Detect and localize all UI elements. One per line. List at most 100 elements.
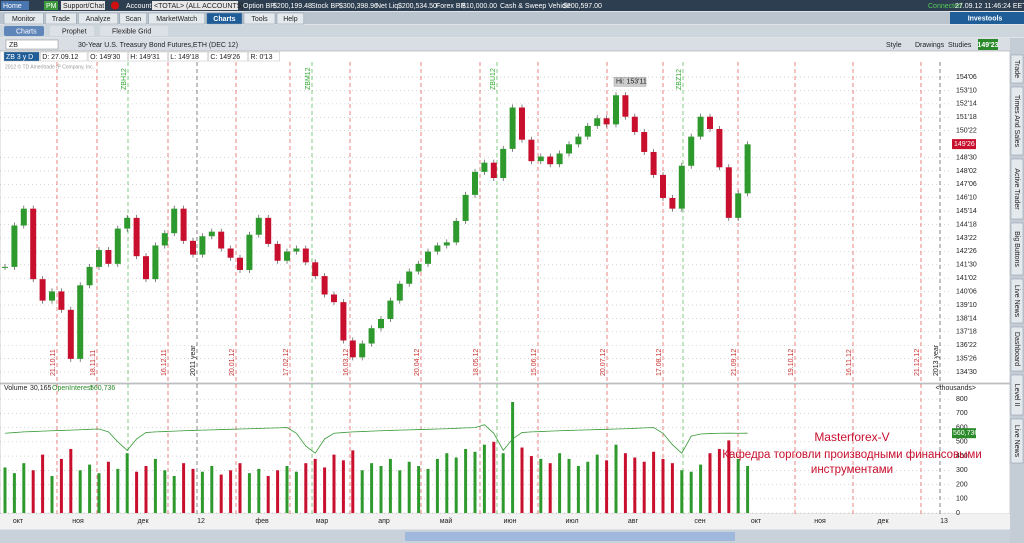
candle (406, 271, 413, 284)
candle (227, 248, 234, 258)
pm-button[interactable] (44, 1, 58, 10)
volume-bar (59, 458, 63, 513)
volume-bar (304, 463, 308, 513)
side-tab-label[interactable]: Live News (1013, 425, 1020, 458)
tab[interactable] (119, 12, 147, 25)
tab[interactable] (276, 12, 305, 25)
volume-bar (576, 466, 580, 513)
candle (368, 328, 375, 344)
tab[interactable] (206, 12, 243, 25)
candle (697, 116, 704, 137)
volume-bar (313, 458, 317, 513)
rollover-label: ZBM12 (305, 67, 312, 90)
last-box (978, 39, 998, 50)
subtab[interactable] (50, 26, 94, 36)
candle (453, 220, 460, 243)
candle (537, 156, 544, 162)
tab-label[interactable]: Help (283, 16, 298, 23)
investools-bar (950, 12, 1024, 24)
side-tab-label[interactable]: Trade (1013, 60, 1020, 78)
investools[interactable]: Investools (968, 15, 1003, 22)
account-select[interactable] (152, 1, 238, 10)
tab-label[interactable]: Scan (125, 16, 141, 23)
tab[interactable] (3, 12, 44, 25)
volume-bar (257, 468, 261, 513)
month-label: июн (503, 518, 516, 525)
volume-bar (717, 448, 721, 513)
y-tick-label: 154'06 (956, 74, 977, 81)
support-button[interactable] (61, 1, 105, 10)
side-tab-label[interactable]: Active Trader (1013, 168, 1020, 210)
top-bar-text: Home (3, 3, 22, 10)
side-tab[interactable] (1010, 374, 1024, 416)
volume-bar (680, 470, 684, 513)
tab-label[interactable]: MarketWatch (156, 16, 197, 23)
tab-label[interactable]: Tools (251, 16, 268, 23)
candle (114, 228, 121, 264)
scroll-thumb[interactable] (405, 532, 735, 541)
candle (660, 174, 666, 198)
tab[interactable] (45, 12, 77, 25)
home-button[interactable] (1, 1, 29, 10)
symbol-input[interactable] (5, 39, 59, 50)
header-button[interactable]: Style (886, 42, 902, 49)
last-price: 149'23 (977, 42, 998, 49)
tab[interactable] (148, 12, 206, 25)
side-tab-label[interactable]: Times And Sales (1013, 95, 1020, 148)
tab[interactable] (78, 12, 119, 25)
tab-label[interactable]: Charts (213, 16, 235, 23)
ohlc-text: C: 149'26 (210, 54, 240, 61)
candle (340, 302, 347, 341)
side-tab[interactable] (1010, 54, 1024, 84)
side-tab[interactable] (1010, 86, 1024, 156)
side-tab[interactable] (1010, 158, 1024, 220)
side-tab-label[interactable]: Level II (1013, 384, 1020, 407)
subtab[interactable] (100, 26, 168, 36)
side-tab-label[interactable]: Dashboard (1013, 332, 1020, 366)
y-tick-label: 138'14 (956, 315, 977, 322)
candle (67, 309, 74, 359)
candle (58, 291, 65, 310)
subtab-label[interactable]: Flexible Grid (112, 28, 151, 35)
tab-label[interactable]: Analyze (86, 16, 111, 23)
expiry-label: 18.05.12 (473, 349, 480, 376)
top-bar-text: Connected (928, 3, 962, 10)
symbol[interactable]: ZB (9, 42, 18, 49)
tab-label[interactable]: Trade (52, 16, 70, 23)
ohlc-box (248, 51, 280, 62)
tab[interactable] (243, 12, 276, 25)
side-tab-label[interactable]: Live News (1013, 285, 1020, 318)
top-bar-text: <TOTAL> (ALL ACCOUNTS) (154, 3, 244, 10)
header-button[interactable]: Drawings (915, 42, 945, 49)
side-tab[interactable] (1010, 222, 1024, 276)
side-tab[interactable] (1010, 418, 1024, 464)
header-button[interactable]: Studies (948, 42, 972, 49)
candle (96, 250, 102, 267)
rollover-label: ZBZ12 (676, 69, 683, 90)
side-tab[interactable] (1010, 278, 1024, 324)
volume-header: 560,736 (90, 385, 115, 392)
top-bar-text: Net Liq (376, 3, 398, 10)
volume-bar (153, 458, 157, 513)
last-price-marker (952, 139, 976, 150)
candle (528, 139, 535, 162)
subtab-label[interactable]: Charts (16, 28, 37, 35)
volume-bar (539, 458, 543, 513)
volume-bar (135, 471, 139, 513)
subtab[interactable] (4, 26, 44, 36)
candle (481, 162, 488, 172)
candle (650, 151, 657, 175)
side-tab-label[interactable]: Big Buttons (1013, 231, 1020, 267)
month-label: фев (255, 518, 269, 525)
month-label: ноя (814, 518, 826, 525)
month-label: окт (13, 518, 24, 525)
side-tab[interactable] (1010, 326, 1024, 372)
candle (472, 171, 478, 195)
tab-label[interactable]: Monitor (12, 16, 36, 23)
volume-bar (3, 467, 7, 513)
subtab-label[interactable]: Prophet (62, 28, 87, 35)
volume-bar (144, 466, 148, 513)
candle (20, 208, 27, 226)
volume-bar (388, 458, 392, 513)
